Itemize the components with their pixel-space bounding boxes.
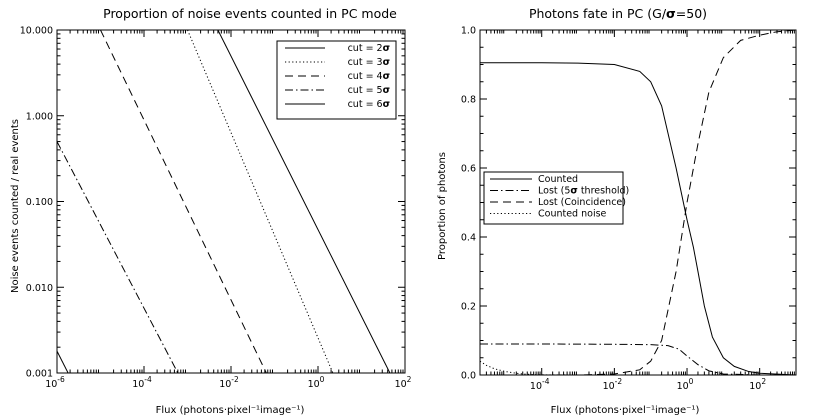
left-chart-title: Proportion of noise events counted in PC… [103,6,397,21]
right-axis-ticks: 10-4 10-2 100 102 0.0 0.2 0.4 0.6 0.8 1.0 [461,26,796,392]
right-xtick-label: 102 [749,377,766,392]
left-legend-label-4: cut = 5σ [348,85,390,96]
right-ytick-label: 0.0 [461,371,476,382]
left-xtick-label: 10-4 [132,375,152,390]
right-legend-label-2: Lost (5σ threshold) [538,186,629,197]
left-chart-xlabel: Flux (photons·pixel⁻¹image⁻¹) [156,405,305,416]
right-series-line-3 [480,30,796,375]
left-legend: cut = 2σ cut = 3σ cut = 4σ cut = 5σ cut = 6σ [276,40,397,120]
left-xtick-label: 10-2 [219,375,239,390]
left-series-line-1 [57,350,69,373]
right-series-group [480,30,796,375]
left-ytick-label: 0.001 [26,369,53,380]
right-chart-xlabel: Flux (photons·pixel⁻¹image⁻¹) [551,405,700,416]
left-series-group [57,30,391,373]
left-series-line-2 [187,30,334,373]
right-series-line-2 [480,343,796,375]
right-legend-label-1: Counted [538,174,578,185]
right-ytick-label: 1.0 [461,26,476,37]
left-legend-box [276,40,397,120]
right-legend-box [483,171,624,225]
right-chart-title: Photons fate in PC (G/σ=50) [529,6,707,21]
right-legend-label-3: Lost (Coincidence) [538,197,626,208]
right-chart: Photons fate in PC (G/σ=50) Proportion o… [437,6,797,416]
left-legend-label-5: cut = 6σ [348,99,390,110]
left-series-line-5 [217,30,391,373]
right-ytick-label: 0.2 [461,302,476,313]
left-series-line-3 [100,30,267,373]
left-xtick-label: 10-6 [45,375,65,390]
right-chart-title-part-3: =50) [676,6,707,21]
left-xtick-label: 102 [395,375,412,390]
left-ytick-label: 0.100 [26,197,53,208]
left-axis-ticks: 10-6 10-4 10-2 100 102 0.001 0.010 0.100 1.000 10… [20,26,412,391]
left-chart-ylabel: Noise events counted / real events [10,119,21,293]
right-ytick-label: 0.8 [461,95,476,106]
right-legend-label-4: Counted noise [538,209,607,220]
right-ytick-label: 0.4 [461,233,476,244]
left-xtick-label: 100 [308,375,325,390]
right-chart-title-part-1: Photons fate in PC (G/ [529,6,667,21]
right-plot-frame [479,29,797,376]
right-chart-ylabel: Proportion of photons [437,152,448,260]
left-legend-label-3: cut = 4σ [348,71,390,82]
right-xtick-label: 10-2 [603,377,623,392]
left-ytick-label: 10.000 [20,26,53,37]
left-ytick-label: 1.000 [26,111,53,122]
left-legend-label-2: cut = 3σ [348,57,390,68]
right-xtick-label: 100 [677,377,694,392]
right-ytick-label: 0.6 [461,164,476,175]
right-chart-title-sigma: σ [666,6,676,21]
left-chart: Proportion of noise events counted in PC… [10,6,412,416]
right-xtick-label: 10-4 [530,377,550,392]
left-series-line-4 [57,141,179,373]
right-series-line-1 [480,62,796,375]
left-legend-label-1: cut = 2σ [348,43,390,54]
left-ytick-label: 0.010 [26,283,53,294]
